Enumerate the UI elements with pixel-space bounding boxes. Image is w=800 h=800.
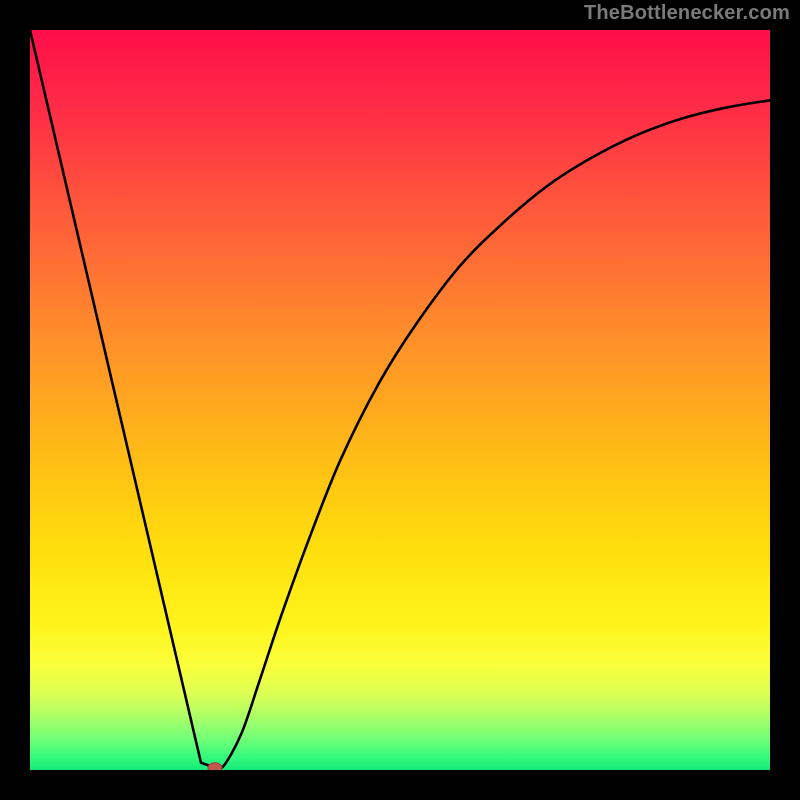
chart-svg (0, 0, 800, 800)
chart-frame: TheBottlenecker.com (0, 0, 800, 800)
plot-background-gradient (30, 30, 770, 770)
